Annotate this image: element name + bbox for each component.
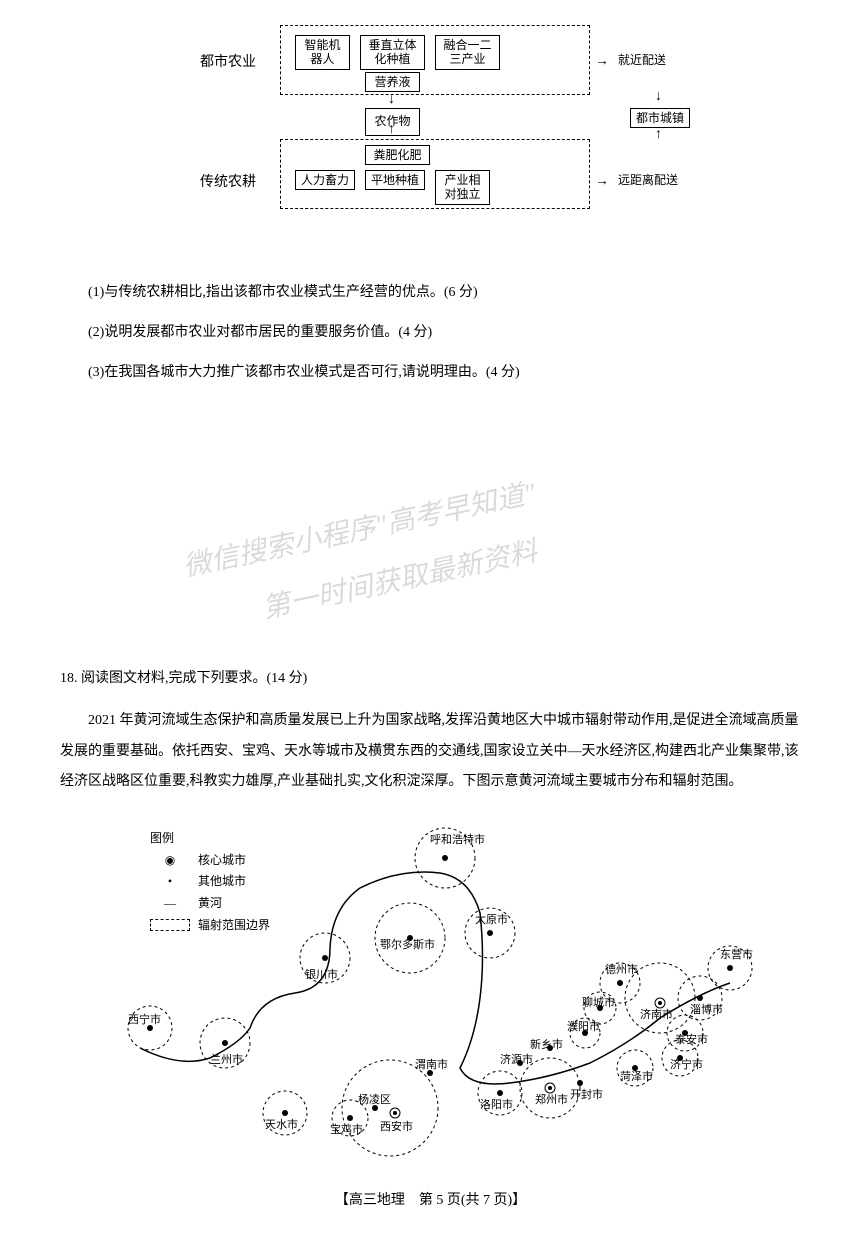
question-3: (3)在我国各城市大力推广该都市农业模式是否可行,请说明理由。(4 分) <box>60 360 801 385</box>
city-yangling: 杨凌区 <box>358 1092 391 1106</box>
box-manual: 人力畜力 <box>295 170 355 190</box>
city-xining: 西宁市 <box>128 1012 161 1026</box>
city-yinchuan: 银川市 <box>305 967 338 981</box>
city-liaocheng: 聊城市 <box>582 995 615 1009</box>
city-puyang: 濮阳市 <box>567 1019 600 1033</box>
label-remote: 远距离配送 <box>618 170 678 192</box>
city-baoji: 宝鸡市 <box>330 1122 363 1136</box>
map-area: 图例 ◉核心城市 •其他城市 —黄河 辐射范围边界 <box>60 818 801 1158</box>
watermark-area: 微信搜索小程序"高考早知道" 第一时间获取最新资料 <box>60 426 801 626</box>
box-nutrient: 营养液 <box>365 72 420 92</box>
q18-paragraph: 2021 年黄河流域生态保护和高质量发展已上升为国家战略,发挥沿黄地区大中城市辐… <box>60 706 801 798</box>
city-jiyuan: 济源市 <box>500 1052 533 1066</box>
arrow-right-2: → <box>595 175 609 189</box>
box-town: 都市城镇 <box>630 108 690 128</box>
city-kaifeng: 开封市 <box>570 1087 603 1101</box>
arrow-up-2: ↑ <box>655 128 662 142</box>
label-urban-ag: 都市农业 <box>200 50 256 75</box>
map-svg: 呼和浩特市 鄂尔多斯市 太原市 银川市 兰州市 西宁市 天水市 宝鸡市 西安市 … <box>60 818 800 1158</box>
city-zhengzhou: 郑州市 <box>535 1092 568 1106</box>
city-tianshui: 天水市 <box>265 1117 298 1131</box>
arrow-down-1: ↓ <box>388 93 395 107</box>
q18-title: 18. 阅读图文材料,完成下列要求。(14 分) <box>60 666 801 691</box>
city-dongying: 东营市 <box>720 947 753 961</box>
box-fusion: 融合一二三产业 <box>435 35 500 70</box>
arrow-right-1: → <box>595 55 609 69</box>
circle-xian <box>342 1060 438 1156</box>
city-huhehaote: 呼和浩特市 <box>430 832 485 846</box>
city-xian: 西安市 <box>380 1119 413 1133</box>
arrow-down-2: ↓ <box>655 90 662 104</box>
city-weinan: 渭南市 <box>415 1057 448 1071</box>
city-jinan: 济南市 <box>640 1007 673 1021</box>
question-18: 18. 阅读图文材料,完成下列要求。(14 分) 2021 年黄河流域生态保护和… <box>60 666 801 799</box>
arrow-up-1: ↑ <box>388 123 395 137</box>
city-heze: 菏泽市 <box>620 1069 653 1083</box>
city-taiyuan: 太原市 <box>475 912 508 926</box>
box-flat: 平地种植 <box>365 170 425 190</box>
question-2: (2)说明发展都市农业对都市居民的重要服务价值。(4 分) <box>60 320 801 345</box>
city-zibo: 淄博市 <box>690 1002 723 1016</box>
city-lanzhou: 兰州市 <box>210 1052 243 1066</box>
city-eerduosi: 鄂尔多斯市 <box>380 937 435 951</box>
box-independent: 产业相对独立 <box>435 170 490 205</box>
city-dezhou: 德州市 <box>605 962 638 976</box>
city-jining: 济宁市 <box>670 1057 703 1071</box>
page-footer: 【高三地理 第 5 页(共 7 页)】 <box>60 1188 801 1213</box>
flowchart-diagram: 都市农业 传统农耕 智能机器人 垂直立体化种植 融合一二三产业 营养液 农作物 … <box>60 20 801 260</box>
box-robot: 智能机器人 <box>295 35 350 70</box>
city-xinxiang: 新乡市 <box>530 1037 563 1051</box>
box-vertical: 垂直立体化种植 <box>360 35 425 70</box>
label-nearby: 就近配送 <box>618 50 666 72</box>
box-manure: 粪肥化肥 <box>365 145 430 165</box>
city-taian: 泰安市 <box>675 1032 708 1046</box>
city-luoyang: 洛阳市 <box>480 1097 513 1111</box>
question-1: (1)与传统农耕相比,指出该都市农业模式生产经营的优点。(6 分) <box>60 280 801 305</box>
yellow-river-path <box>140 872 730 1084</box>
label-traditional: 传统农耕 <box>200 170 256 195</box>
